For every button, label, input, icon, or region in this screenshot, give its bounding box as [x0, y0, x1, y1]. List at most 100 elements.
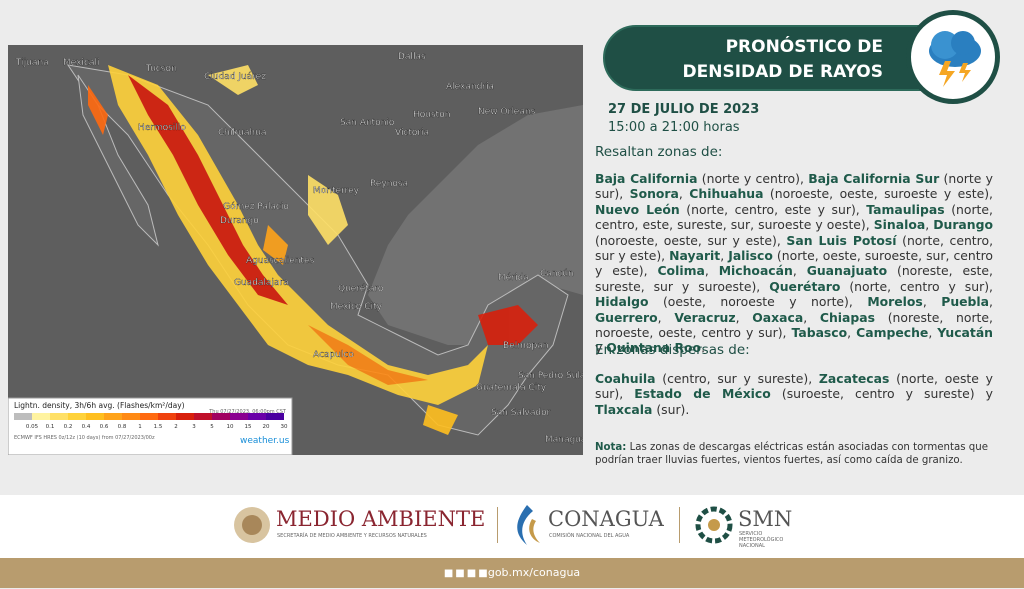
city: San Salvador	[491, 408, 551, 418]
legend-tick-label: 5	[210, 424, 214, 430]
city: Durango	[220, 216, 259, 226]
legend-swatch	[104, 413, 122, 420]
state-name: Colima	[657, 263, 705, 279]
city: Victoria	[395, 128, 429, 138]
state-detail: (norte, oeste, suroeste, sur, centro y e…	[595, 248, 997, 279]
state-detail: (norte y sur),	[595, 171, 997, 202]
state-detail: (norte, centro y sur),	[840, 278, 997, 294]
legend-swatch	[248, 413, 266, 420]
legend-swatch	[176, 413, 194, 420]
footer-logos: MEDIO AMBIENTE SECRETARÍA DE MEDIO AMBIE…	[0, 495, 1024, 558]
state-name: Chihuahua	[689, 186, 764, 202]
state-name: Morelos	[867, 294, 923, 310]
title-banner: PRONÓSTICO DE DENSIDAD DE RAYOS	[603, 25, 943, 91]
state-detail: ,	[989, 294, 997, 310]
legend-swatch	[158, 413, 176, 420]
note: Nota: Las zonas de descargas eléctricas …	[595, 441, 1005, 467]
state-name: San Luis Potosí	[786, 232, 897, 248]
footer-url[interactable]: gob.mx/conagua	[487, 566, 581, 579]
state-detail: (norte, oeste y sur),	[595, 371, 997, 402]
state-name: Guerrero	[595, 309, 658, 325]
state-name: Guanajuato	[806, 263, 888, 279]
time: 15:00 a 21:00 horas	[608, 120, 740, 135]
state-detail: (norte, centro, este y sur),	[679, 201, 867, 217]
state-detail: (norte, centro, sur y este),	[595, 232, 997, 264]
state-name: Durango	[933, 217, 993, 233]
state-name: Jalisco	[728, 248, 773, 264]
lightning-map: Tijuana Mexicali Tucson Ciudad Juárez Da…	[8, 45, 583, 455]
state-detail: (noroeste, oeste, sur y este),	[595, 217, 997, 248]
date: 27 DE JULIO DE 2023	[608, 102, 760, 117]
city: Acapulco	[313, 350, 354, 360]
state-detail: ,	[803, 309, 820, 325]
legend-tick-label: 0.8	[118, 424, 127, 430]
city-labels: Tijuana Mexicali Tucson Ciudad Juárez Da…	[15, 52, 583, 445]
state-detail: (norte, centro, este, sureste, sur, suro…	[595, 201, 997, 233]
state-detail: ,	[847, 325, 857, 341]
legend-brand: weather.us	[240, 436, 290, 446]
state-detail: (centro, sur y sureste),	[655, 371, 819, 386]
state-name: Chiapas	[819, 309, 876, 325]
legend-swatch	[14, 413, 32, 420]
state-detail: ,	[925, 217, 934, 233]
city: Ciudad Juárez	[204, 72, 266, 82]
state-detail: ,	[720, 248, 729, 264]
legend-swatch	[266, 413, 284, 420]
legend-tick-label: 0.4	[82, 424, 91, 430]
legend-swatch	[194, 413, 212, 420]
city: Alexandria	[446, 82, 494, 92]
state-detail: (noroeste, oeste, suroeste y este),	[763, 186, 997, 202]
legend-swatch	[230, 413, 248, 420]
legend-tick-label: 1.5	[154, 424, 163, 430]
state-detail: ,	[657, 309, 675, 325]
city: Tijuana	[15, 58, 49, 68]
legend-tick-label: 10	[227, 424, 234, 430]
city: Mexicali	[63, 58, 99, 68]
state-detail: (norte y centro),	[697, 171, 809, 186]
section-heading: Resaltan zonas de:	[595, 144, 723, 160]
state-name: Coahuila	[595, 371, 656, 386]
state-detail: ,	[735, 309, 753, 325]
legend-swatch	[212, 413, 230, 420]
state-detail: (sur).	[652, 401, 690, 417]
state-detail: (oeste, noroeste y norte),	[648, 294, 868, 310]
legend-valid: Thu 07/27/2023, 06:00pm CST	[208, 409, 287, 415]
state-name: Veracruz	[674, 309, 736, 325]
state-name: Tamaulipas	[866, 201, 945, 217]
city: Gómez Palacio	[223, 201, 289, 212]
state-detail: ,	[922, 294, 942, 310]
city: Tucson	[145, 64, 177, 74]
state-name: Tabasco	[791, 325, 848, 341]
state-detail: ,	[678, 186, 690, 202]
smn-sub: SERVICIO METEOROLÓGICO NACIONAL	[739, 531, 784, 549]
city: Guatemala City	[476, 383, 547, 393]
state-name: Tlaxcala	[595, 401, 653, 417]
title-line: PRONÓSTICO DE	[725, 37, 883, 57]
state-name: Yucatán	[937, 325, 993, 341]
city: Guadalajara	[234, 278, 289, 288]
scattered-zones: Coahuila (centro, sur y sureste), Zacate…	[595, 371, 993, 417]
legend-swatch	[122, 413, 140, 420]
state-detail: ,	[928, 325, 938, 341]
state-detail: (suroeste, centro y sureste) y	[770, 386, 997, 402]
city: Managua	[545, 435, 583, 445]
legend-title: Lightn. density, 3h/6h avg. (Flashes/km²…	[14, 401, 185, 410]
state-name: Zacatecas	[818, 371, 890, 386]
state-name: Sonora	[629, 186, 679, 202]
state-name: Nayarit	[669, 248, 721, 264]
legend-tick-label: 0.1	[46, 424, 55, 430]
state-name: Puebla	[941, 294, 990, 310]
city: Hermosillo	[138, 123, 186, 133]
legend-tick-label: 0.05	[26, 424, 39, 430]
highlight-zones: Baja California (norte y centro), Baja C…	[595, 171, 993, 356]
legend-swatch	[68, 413, 86, 420]
conagua-emblem	[517, 505, 540, 545]
state-name: Estado de México	[634, 386, 771, 402]
state-name: Querétaro	[769, 278, 841, 294]
legend-tick-label: 2	[174, 424, 178, 430]
legend-tick-label: 15	[245, 424, 252, 430]
note-label: Nota:	[595, 442, 627, 453]
legend-swatch	[32, 413, 50, 420]
legend-swatch	[86, 413, 104, 420]
city: Querétaro	[338, 283, 384, 294]
